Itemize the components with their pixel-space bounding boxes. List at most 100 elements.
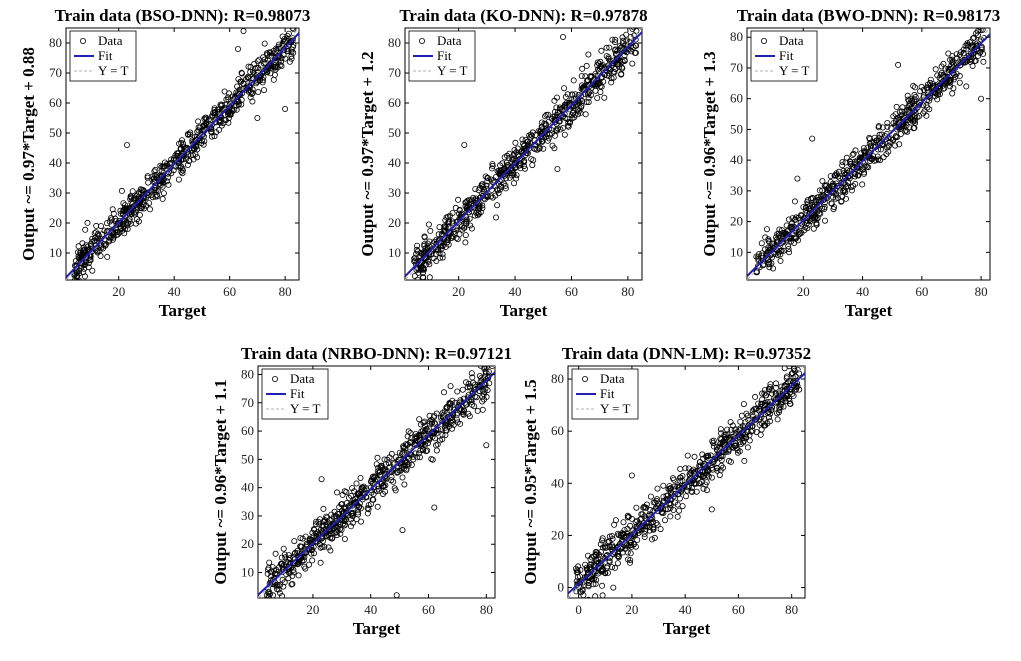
- data-point: [399, 527, 406, 534]
- data-point: [659, 509, 666, 516]
- data-point: [508, 164, 515, 171]
- data-point: [464, 394, 471, 401]
- data-point: [843, 154, 850, 161]
- data-point: [632, 36, 639, 43]
- data-point: [654, 485, 661, 492]
- data-point: [333, 517, 340, 524]
- data-point: [753, 405, 760, 412]
- data-point: [317, 526, 324, 533]
- data-point: [415, 450, 422, 457]
- legend-data-marker: [271, 375, 278, 382]
- data-point: [528, 132, 535, 139]
- data-point: [609, 36, 616, 43]
- y-tick-label: 30: [388, 185, 401, 200]
- data-point: [459, 386, 466, 393]
- data-point: [960, 57, 967, 64]
- data-point: [806, 205, 813, 212]
- data-point: [849, 151, 856, 158]
- data-point: [970, 35, 977, 42]
- data-point: [160, 190, 167, 197]
- data-point: [545, 111, 552, 118]
- data-point: [804, 198, 811, 205]
- data-point: [422, 441, 429, 448]
- data-point: [417, 249, 424, 256]
- data-point: [603, 44, 610, 51]
- data-point: [647, 493, 654, 500]
- data-point: [487, 176, 494, 183]
- data-point: [598, 74, 605, 81]
- data-point: [408, 461, 415, 468]
- data-point: [194, 136, 201, 143]
- data-point: [854, 157, 861, 164]
- data-point: [553, 104, 560, 111]
- data-point: [198, 140, 205, 147]
- legend-identity-label: Y = T: [779, 63, 810, 78]
- data-point: [809, 215, 816, 222]
- data-point: [512, 159, 519, 166]
- data-point: [274, 64, 281, 71]
- data-point: [731, 442, 738, 449]
- data-point: [684, 484, 691, 491]
- data-point: [757, 431, 764, 438]
- data-point: [163, 178, 170, 185]
- data-point: [594, 95, 601, 102]
- data-point: [508, 167, 515, 174]
- legend-identity-label: Y = T: [290, 401, 321, 416]
- data-point: [942, 65, 949, 72]
- x-tick-label: 40: [679, 602, 692, 617]
- data-point: [864, 163, 871, 170]
- data-point: [98, 244, 105, 251]
- data-point: [256, 56, 263, 63]
- data-point: [884, 144, 891, 151]
- y-tick-label: 50: [241, 451, 254, 466]
- data-point: [104, 220, 111, 227]
- data-point: [894, 133, 901, 140]
- data-point: [599, 592, 606, 598]
- data-point: [675, 487, 682, 494]
- data-point: [855, 172, 862, 179]
- data-point: [583, 62, 590, 69]
- data-point: [974, 32, 981, 39]
- data-point: [436, 254, 443, 261]
- data-point: [591, 82, 598, 89]
- data-point: [159, 177, 166, 184]
- data-point: [273, 570, 280, 577]
- data-point: [600, 567, 607, 574]
- data-point: [794, 175, 801, 182]
- x-tick-label: 80: [279, 284, 292, 299]
- y-tick-label: 80: [241, 366, 254, 381]
- data-point: [597, 58, 604, 65]
- data-point: [417, 267, 424, 274]
- data-point: [426, 261, 433, 268]
- data-point: [303, 540, 310, 547]
- data-point: [786, 397, 793, 404]
- fit-line: [568, 372, 805, 595]
- data-point: [411, 435, 418, 442]
- data-point: [433, 410, 440, 417]
- data-point: [137, 186, 144, 193]
- data-point: [866, 136, 873, 143]
- data-point: [950, 85, 957, 92]
- x-tick-label: 20: [625, 602, 638, 617]
- data-point: [496, 186, 503, 193]
- data-point: [778, 397, 785, 404]
- data-point: [552, 108, 559, 115]
- data-point: [893, 103, 900, 110]
- data-point: [264, 566, 271, 573]
- data-point: [849, 163, 856, 170]
- data-point: [309, 529, 316, 536]
- data-point: [791, 239, 798, 246]
- data-point: [774, 416, 781, 423]
- x-tick-label: 0: [575, 602, 582, 617]
- data-point: [579, 587, 586, 594]
- data-point: [896, 141, 903, 148]
- x-tick-label: 60: [915, 284, 928, 299]
- data-point: [840, 188, 847, 195]
- data-point: [809, 135, 816, 142]
- data-point: [759, 250, 766, 257]
- data-point: [276, 49, 283, 56]
- data-point: [459, 226, 466, 233]
- data-point: [160, 163, 167, 170]
- data-point: [591, 575, 598, 582]
